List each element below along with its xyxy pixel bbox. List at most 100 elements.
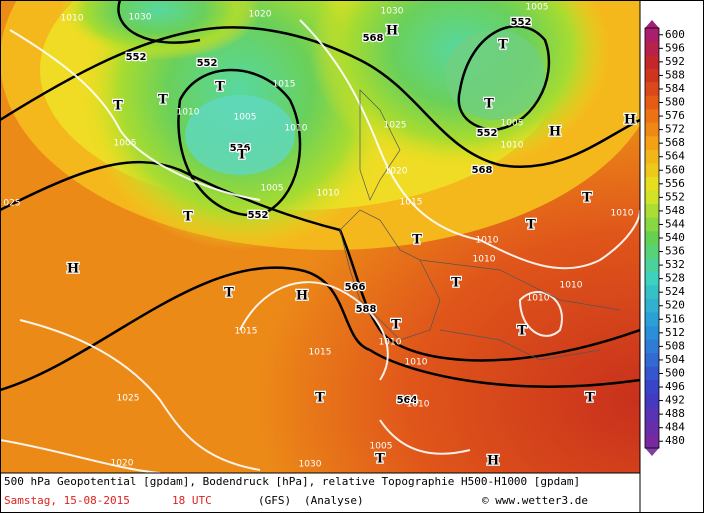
isobar-label: 1005	[261, 184, 284, 194]
colorbar-swatch	[645, 298, 659, 314]
footer-run: (Analyse)	[304, 494, 364, 507]
geopotential-label: 568	[472, 165, 493, 176]
isobar-label: 1015	[309, 348, 332, 358]
colorbar-label: 504	[665, 353, 685, 366]
isobar-label: 025	[3, 199, 20, 209]
colorbar-label: 536	[665, 245, 685, 258]
colorbar-label: 544	[665, 217, 685, 230]
colorbar-label: 516	[665, 312, 685, 325]
footer-date: Samstag, 15-08-2015	[4, 494, 130, 507]
colorbar-swatch	[645, 136, 659, 151]
colorbar-label: 524	[665, 285, 685, 298]
colorbar-label: 528	[665, 272, 685, 285]
colorbar-swatch	[645, 285, 659, 300]
colorbar: 6005965925885845805765725685645605565525…	[644, 20, 685, 456]
colorbar-label: 600	[665, 28, 685, 41]
pressure-center: T	[224, 286, 234, 301]
geopotential-label: 552	[477, 128, 498, 139]
isobar-label: 1015	[235, 327, 258, 337]
colorbar-label: 520	[665, 299, 685, 312]
geopotential-label: 552	[126, 52, 147, 63]
geopotential-label: 564	[397, 395, 418, 406]
footer-model: (GFS)	[258, 494, 291, 507]
geopotential-label: 566	[345, 282, 366, 293]
isobar-label: 1010	[405, 358, 428, 368]
colorbar-label: 480	[665, 434, 685, 447]
colorbar-swatch	[645, 434, 659, 449]
colorbar-label: 584	[665, 82, 685, 95]
colorbar-swatch	[645, 353, 659, 368]
colorbar-swatch	[645, 339, 659, 354]
colorbar-swatch	[645, 217, 659, 232]
geopotential-label: 552	[197, 58, 218, 69]
isobar-label: 1010	[317, 189, 340, 199]
colorbar-swatch	[645, 244, 659, 259]
isobar-label: 1010	[560, 281, 583, 291]
pressure-center: H	[67, 262, 79, 277]
isobar-label: 1030	[129, 13, 152, 23]
pressure-center: H	[386, 24, 398, 39]
isobar-label: 1005	[501, 119, 524, 129]
isobar-label: 1020	[111, 459, 134, 469]
colorbar-swatch	[645, 380, 659, 395]
isobar-label: 1010	[611, 209, 634, 219]
isobar-label: 1025	[117, 394, 140, 404]
isobar-label: 1015	[400, 198, 423, 208]
pressure-center: T	[484, 97, 494, 112]
isobar-label: 1010	[527, 294, 550, 304]
colorbar-swatch	[645, 41, 659, 56]
colorbar-arrow	[645, 20, 659, 28]
pressure-center: T	[113, 99, 123, 114]
colorbar-label: 580	[665, 96, 685, 109]
colorbar-swatch	[645, 122, 659, 137]
colorbar-swatch	[645, 366, 659, 381]
colorbar-swatch	[645, 82, 659, 97]
colorbar-swatch	[645, 312, 659, 327]
colorbar-label: 492	[665, 394, 685, 407]
isobar-label: 1005	[526, 3, 549, 13]
colorbar-swatch	[645, 258, 659, 273]
pressure-center: H	[549, 125, 561, 140]
colorbar-arrow	[645, 448, 659, 456]
colorbar-swatch	[645, 95, 659, 110]
isobar-label: 1030	[381, 7, 404, 17]
pressure-center: H	[296, 289, 308, 304]
colorbar-swatch	[645, 420, 659, 435]
colorbar-label: 496	[665, 380, 685, 393]
isobar-label: 1010	[407, 400, 430, 410]
pressure-center: T	[582, 191, 592, 206]
map-labels: 552 552 552 552 568 536 552 568 566 568 564 588 1010…	[3, 3, 637, 470]
colorbar-label: 576	[665, 109, 685, 122]
footer-bg	[0, 473, 640, 513]
map	[0, 0, 640, 473]
colorbar-swatch	[645, 271, 659, 286]
colorbar-swatch	[645, 407, 659, 422]
isobar-label: 1030	[299, 460, 322, 470]
colorbar-label: 568	[665, 136, 685, 149]
colorbar-label: 552	[665, 190, 685, 203]
colorbar-label: 540	[665, 231, 685, 244]
colorbar-label: 564	[665, 150, 685, 163]
colorbar-swatch	[645, 149, 659, 164]
colorbar-swatch	[645, 231, 659, 246]
isobar-label: 1005	[114, 139, 137, 149]
geopotential-label: 536	[230, 143, 251, 154]
geopotential-label: 568	[363, 33, 384, 44]
colorbar-swatch	[645, 109, 659, 124]
colorbar-label: 560	[665, 163, 685, 176]
pressure-center: T	[526, 218, 536, 233]
isobar-label: 1020	[249, 10, 272, 20]
colorbar-label: 484	[665, 421, 685, 434]
pressure-center: T	[412, 233, 422, 248]
colorbar-label: 556	[665, 177, 685, 190]
colorbar-swatch	[645, 393, 659, 408]
pressure-center: T	[585, 391, 595, 406]
colorbar-border	[644, 27, 660, 449]
geopotential-label: 552	[511, 17, 532, 28]
colorbar-swatch	[645, 204, 659, 219]
isobar-label: 1010	[285, 124, 308, 134]
isobar-label: 1005	[234, 113, 257, 123]
colorbar-label: 500	[665, 366, 685, 379]
colorbar-label: 596	[665, 41, 685, 54]
colorbar-label: 488	[665, 407, 685, 420]
